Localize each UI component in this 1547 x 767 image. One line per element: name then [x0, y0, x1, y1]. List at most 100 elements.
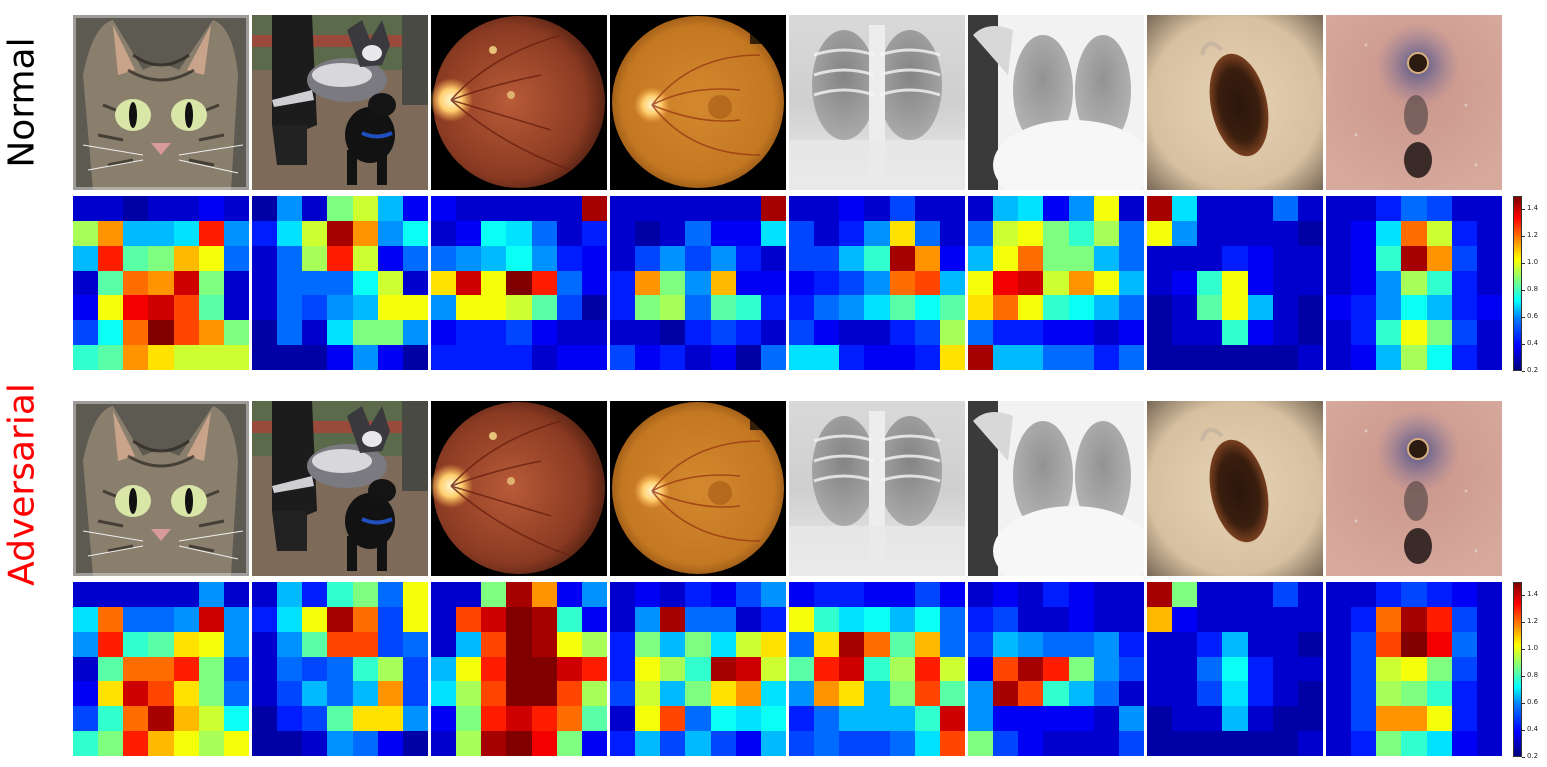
heatmap-cell [277, 320, 303, 346]
heatmap-cell [402, 345, 428, 370]
heatmap-cell [302, 582, 328, 607]
heatmap-cell [1247, 582, 1273, 607]
heatmap-cell [123, 656, 149, 682]
heatmap-cell [968, 681, 994, 707]
heatmap-cell [1197, 606, 1223, 632]
heatmap-cell [252, 656, 278, 682]
heatmap-cell [1043, 245, 1069, 271]
heatmap-cell [685, 196, 711, 221]
heatmap-cell [660, 656, 686, 682]
heatmap-cell [98, 245, 124, 271]
heatmap-cell [302, 220, 328, 246]
heatmap-cell [1043, 731, 1069, 756]
heatmap-cell [914, 220, 940, 246]
heatmap-cell [760, 706, 786, 732]
heatmap-cell [123, 270, 149, 296]
heatmap-cell [814, 320, 840, 346]
heatmap-cell [252, 196, 278, 221]
heatmap-cell [1247, 631, 1273, 657]
heatmap-cell [1426, 196, 1452, 221]
heatmap-cell [223, 656, 249, 682]
colorbar-tick-label: 0.2 [1527, 366, 1539, 374]
heatmap-cell [327, 295, 353, 321]
heatmap-cell [1043, 681, 1069, 707]
heatmap-cell [760, 606, 786, 632]
heatmap-cell [352, 631, 378, 657]
adversarial-dog-photo [252, 401, 428, 576]
heatmap-cell [1093, 681, 1119, 707]
heatmap-cell [252, 345, 278, 370]
adversarial-fundus-photo-2 [610, 401, 786, 576]
heatmap-cell [327, 706, 353, 732]
heatmap-cell [839, 656, 865, 682]
colorbar-tick-mark [1522, 676, 1525, 678]
heatmap-cell [1018, 320, 1044, 346]
heatmap-cell [1043, 295, 1069, 321]
heatmap-cell [710, 345, 736, 370]
heatmap-cell [481, 731, 507, 756]
heatmap-cell [98, 345, 124, 370]
heatmap-cell [939, 731, 965, 756]
heatmap-cell [581, 731, 607, 756]
heatmap-cell [327, 245, 353, 271]
heatmap-cell [402, 731, 428, 756]
heatmap-cell [1018, 345, 1044, 370]
heatmap-cell [198, 245, 224, 271]
heatmap-cell [148, 320, 174, 346]
heatmap-cell [1172, 245, 1198, 271]
heatmap-cell [1476, 320, 1502, 346]
heatmap-cell [1222, 320, 1248, 346]
heatmap-cell [402, 656, 428, 682]
heatmap-cell [1476, 706, 1502, 732]
heatmap-cell [98, 606, 124, 632]
heatmap-cell [352, 606, 378, 632]
heatmap-cell [223, 606, 249, 632]
heatmap-cell [123, 631, 149, 657]
heatmap-cell [173, 706, 199, 732]
heatmap-cell [814, 196, 840, 221]
heatmap-cell [1197, 245, 1223, 271]
heatmap-cell [1018, 606, 1044, 632]
heatmap-cell [198, 295, 224, 321]
heatmap-cell [1297, 656, 1323, 682]
heatmap-cell [223, 345, 249, 370]
heatmap-cell [610, 345, 636, 370]
heatmap-cell [148, 681, 174, 707]
colorbar-tick-mark [1522, 595, 1525, 597]
heatmap-cell [1326, 656, 1352, 682]
heatmap-cell [402, 681, 428, 707]
heatmap-cell [814, 270, 840, 296]
heatmap-cell [1426, 681, 1452, 707]
heatmap-cell [402, 196, 428, 221]
heatmap-cell [889, 681, 915, 707]
heatmap-cell [431, 196, 457, 221]
heatmap-cell [968, 270, 994, 296]
heatmap-cell [223, 220, 249, 246]
heatmap-cell [1018, 295, 1044, 321]
heatmap-cell [1043, 582, 1069, 607]
heatmap-cell [1376, 270, 1402, 296]
heatmap-cell [1068, 245, 1094, 271]
heatmap-cell [402, 270, 428, 296]
heatmap-cell [302, 631, 328, 657]
heatmap-cell [1043, 606, 1069, 632]
heatmap-cell [456, 245, 482, 271]
heatmap-cell [789, 320, 815, 346]
heatmap-cell [173, 656, 199, 682]
colorbar-tick-mark [1522, 703, 1525, 705]
heatmap-cell [456, 706, 482, 732]
heatmap-cell [1351, 196, 1377, 221]
heatmap-cell [635, 345, 661, 370]
colorbar-tick-label: 0.6 [1527, 698, 1539, 707]
heatmap-cell [556, 295, 582, 321]
colorbar-tick-label: 1.4 [1527, 590, 1539, 599]
heatmap-cell [1326, 345, 1352, 370]
heatmap-cell [1401, 706, 1427, 732]
heatmap-cell [1476, 582, 1502, 607]
heatmap-cell [277, 706, 303, 732]
heatmap-cell [456, 606, 482, 632]
heatmap-cell [660, 320, 686, 346]
heatmap-cell [581, 606, 607, 632]
heatmap-cell [1043, 320, 1069, 346]
heatmap-cell [327, 681, 353, 707]
